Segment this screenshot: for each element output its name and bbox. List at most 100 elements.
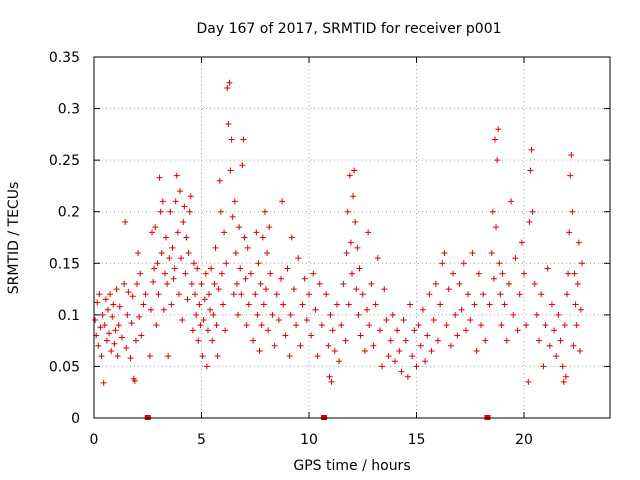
data-point: [301, 275, 308, 282]
data-point: [159, 198, 166, 205]
y-tick-label: 0.35: [49, 50, 80, 66]
data-point: [333, 301, 340, 308]
data-point: [567, 172, 574, 179]
data-point: [489, 208, 496, 215]
y-tick-label: 0.05: [49, 359, 80, 375]
data-point: [273, 291, 280, 298]
data-point: [135, 249, 142, 256]
data-point: [127, 355, 134, 362]
data-point: [192, 291, 199, 298]
data-point: [97, 324, 104, 331]
y-tick-label: 0.25: [49, 153, 80, 169]
data-point: [100, 379, 107, 386]
data-point: [503, 337, 510, 344]
data-point: [357, 332, 364, 339]
data-point: [104, 306, 111, 313]
data-point: [164, 280, 171, 287]
data-point: [123, 344, 130, 351]
data-point: [303, 317, 310, 324]
data-point: [169, 244, 176, 251]
data-point: [343, 249, 350, 256]
data-point: [261, 208, 268, 215]
data-point: [415, 322, 422, 329]
data-point: [450, 270, 457, 277]
data-point: [475, 270, 482, 277]
y-tick-label: 0.3: [58, 102, 80, 118]
data-point: [422, 358, 429, 365]
data-point: [228, 136, 235, 143]
data-point: [426, 291, 433, 298]
data-point: [398, 368, 405, 375]
data-point: [531, 280, 538, 287]
data-point: [195, 337, 202, 344]
data-point: [351, 167, 358, 174]
data-point: [439, 260, 446, 267]
data-point: [424, 332, 431, 339]
data-point: [356, 265, 363, 272]
data-point: [454, 332, 461, 339]
data-point: [326, 373, 333, 380]
data-point: [157, 208, 164, 215]
data-point: [209, 337, 216, 344]
data-point: [92, 317, 99, 324]
data-point: [525, 378, 532, 385]
data-point: [134, 280, 140, 287]
data-point: [428, 347, 435, 354]
data-point: [255, 260, 262, 267]
data-point: [411, 327, 418, 334]
data-point: [161, 270, 168, 277]
data-point: [323, 291, 330, 298]
data-point: [235, 311, 242, 318]
data-point: [245, 301, 252, 308]
data-point: [471, 301, 478, 308]
data-point: [575, 239, 582, 246]
data-point: [368, 280, 375, 287]
data-point: [290, 286, 297, 293]
x-axis-label: GPS time / hours: [293, 458, 410, 474]
data-point: [129, 293, 136, 300]
data-point: [571, 270, 578, 277]
data-point: [153, 322, 160, 329]
data-point: [445, 286, 452, 293]
data-point: [269, 311, 276, 318]
data-point: [443, 322, 450, 329]
data-point: [125, 289, 132, 296]
data-point: [325, 342, 332, 349]
data-point: [437, 301, 444, 308]
data-point: [430, 317, 437, 324]
data-point: [327, 311, 334, 318]
data-point: [223, 260, 230, 267]
data-point: [407, 301, 414, 308]
data-point: [151, 265, 158, 272]
data-point: [514, 327, 521, 334]
data-point: [230, 291, 237, 298]
data-point: [512, 255, 519, 262]
data-point: [396, 347, 403, 354]
data-point: [516, 291, 523, 298]
data-point: [194, 265, 201, 272]
data-point: [310, 270, 317, 277]
data-point: [112, 327, 119, 334]
data-point: [280, 301, 287, 308]
data-point: [389, 311, 396, 318]
data-point: [579, 260, 586, 267]
data-point: [278, 275, 285, 282]
data-point: [366, 322, 373, 329]
data-point: [570, 342, 577, 349]
data-point: [136, 313, 143, 320]
data-point: [336, 358, 343, 365]
data-point: [574, 280, 581, 287]
data-point: [243, 322, 250, 329]
data-point: [331, 347, 338, 354]
data-point: [404, 373, 411, 380]
data-point: [387, 337, 394, 344]
data-point: [494, 157, 501, 164]
y-tick-label: 0.1: [58, 308, 80, 324]
data-point: [521, 270, 527, 277]
data-point: [252, 291, 259, 298]
x-tick-label: 10: [300, 432, 318, 448]
data-point: [122, 219, 129, 226]
data-point: [402, 337, 409, 344]
data-point: [275, 317, 282, 324]
